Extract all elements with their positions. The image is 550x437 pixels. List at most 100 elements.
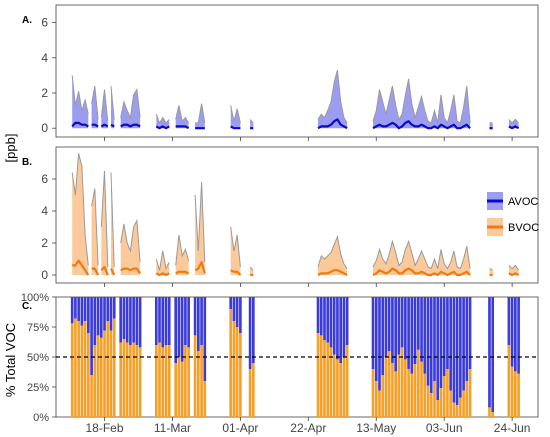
bvoc-median-line xyxy=(317,269,348,276)
bvoc-range-area xyxy=(101,171,108,275)
avoc-bar xyxy=(193,297,197,336)
y-tick-label: 0 xyxy=(41,121,48,135)
avoc-bar xyxy=(345,297,349,345)
avoc-bar xyxy=(446,297,449,369)
avoc-upper-line xyxy=(508,118,519,124)
bvoc-bar xyxy=(462,390,465,417)
bvoc-bar xyxy=(174,363,178,417)
avoc-bar xyxy=(158,297,161,343)
avoc-bar xyxy=(332,297,336,355)
avoc-bar xyxy=(235,297,239,327)
avoc-bar xyxy=(203,297,207,381)
bvoc-bar xyxy=(167,345,171,417)
bvoc-bar xyxy=(442,376,446,417)
bvoc-bar xyxy=(235,327,239,417)
bvoc-upper-line xyxy=(100,170,109,268)
bvoc-bar xyxy=(177,357,181,417)
bvoc-median-line xyxy=(72,259,90,276)
bvoc-bar xyxy=(248,369,252,417)
avoc-bar xyxy=(514,297,517,372)
avoc-bar xyxy=(109,297,113,331)
x-tick-label: 13-May xyxy=(356,421,396,435)
y-tick-label: 6 xyxy=(41,16,48,30)
bvoc-bar xyxy=(374,381,378,417)
bvoc-bar xyxy=(252,363,255,417)
bvoc-bar xyxy=(459,397,462,417)
bvoc-bar xyxy=(122,339,126,417)
bvoc-range-area xyxy=(91,188,99,275)
avoc-bar xyxy=(112,297,116,319)
avoc-bar xyxy=(164,297,168,345)
bvoc-median-line xyxy=(230,269,242,276)
x-tick-label: 11-Mar xyxy=(154,421,191,435)
bvoc-bar xyxy=(232,321,236,417)
avoc-bar xyxy=(420,297,423,362)
avoc-upper-line xyxy=(195,103,206,124)
avoc-bar xyxy=(449,297,452,391)
bvoc-range-area xyxy=(156,251,170,275)
avoc-bar xyxy=(381,297,385,375)
avoc-upper-line xyxy=(372,78,471,125)
avoc-bar xyxy=(442,297,446,377)
avoc-bar xyxy=(426,297,430,386)
avoc-bar xyxy=(378,297,381,391)
bvoc-bar xyxy=(125,342,129,417)
bvoc-bar xyxy=(404,359,407,417)
avoc-bar xyxy=(80,297,84,326)
bvoc-range-area xyxy=(230,227,241,275)
bvoc-bar xyxy=(112,318,116,417)
avoc-bar xyxy=(167,297,171,345)
bvoc-median-line xyxy=(100,265,109,276)
y-axis-label-ppb: [ppb] xyxy=(3,134,18,163)
avoc-bar xyxy=(161,297,165,348)
y-tick-label: 6 xyxy=(41,172,48,186)
avoc-bar xyxy=(90,297,93,375)
avoc-bar xyxy=(132,297,135,343)
panel-b-bvoc-concentration: 0 2 4 6 B. AVOC BVOC xyxy=(22,146,539,287)
bvoc-upper-line xyxy=(317,234,348,269)
avoc-bar xyxy=(125,297,129,343)
avoc-bar xyxy=(439,297,443,389)
bvoc-bar xyxy=(433,381,436,417)
avoc-bar xyxy=(323,297,326,341)
bvoc-bar xyxy=(106,321,110,417)
bvoc-upper-line xyxy=(489,268,493,271)
bvoc-bar xyxy=(326,342,330,417)
avoc-median-line xyxy=(508,125,520,130)
avoc-bar xyxy=(93,297,97,345)
bvoc-bar xyxy=(465,381,469,417)
legend-label-avoc: AVOC xyxy=(508,196,538,208)
panel-frame xyxy=(55,4,539,138)
avoc-bar xyxy=(374,297,378,381)
y-tick-label: 4 xyxy=(41,51,48,65)
avoc-upper-line xyxy=(120,88,141,120)
bvoc-bar xyxy=(132,342,135,417)
avoc-range-area xyxy=(318,70,348,129)
bvoc-bar xyxy=(154,345,158,417)
avoc-bar xyxy=(400,297,404,348)
y-tick-label: 25% xyxy=(27,382,49,394)
avoc-bar xyxy=(391,297,394,363)
avoc-bar xyxy=(384,297,388,357)
bvoc-bar xyxy=(77,321,80,417)
bvoc-bar xyxy=(129,345,132,417)
bvoc-bar xyxy=(413,364,417,417)
avoc-bar xyxy=(135,297,139,345)
bvoc-bar xyxy=(339,363,342,417)
bvoc-bar xyxy=(394,371,397,417)
avoc-bar xyxy=(70,297,74,324)
avoc-upper-line xyxy=(230,105,241,124)
avoc-bar xyxy=(239,297,242,333)
bvoc-range-area xyxy=(175,235,189,275)
avoc-bar xyxy=(413,297,417,365)
avoc-range-area xyxy=(156,114,170,129)
avoc-bar xyxy=(336,297,339,360)
bvoc-bar xyxy=(446,369,449,417)
avoc-bar xyxy=(197,297,200,351)
bvoc-bar xyxy=(426,385,430,417)
avoc-upper-line xyxy=(175,105,190,124)
avoc-median-line xyxy=(372,120,471,130)
panel-a-avoc-concentration: 0 2 4 6 A. xyxy=(22,4,539,141)
avoc-bar xyxy=(329,297,333,348)
